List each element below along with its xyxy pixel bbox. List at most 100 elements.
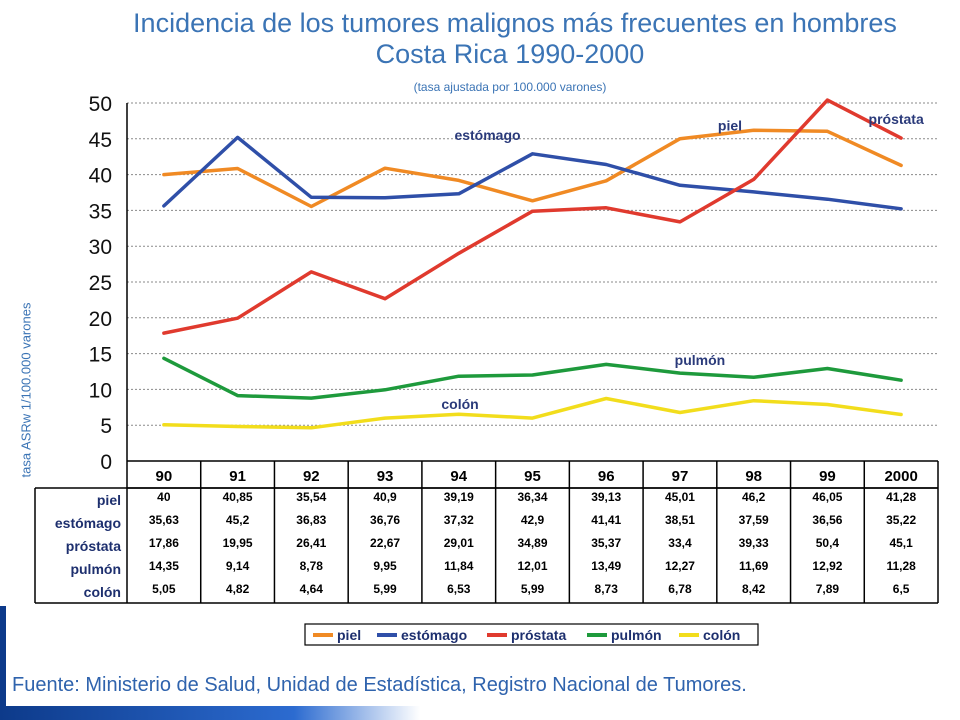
data-label: 12,27 (665, 559, 695, 573)
data-label: 8,73 (595, 582, 619, 596)
table-row-label: estómago (55, 515, 121, 531)
y-tick-label: 45 (89, 129, 112, 152)
y-tick-label: 15 (89, 344, 112, 367)
annotation-estómago: estómago (454, 127, 520, 143)
data-label: 5,99 (521, 582, 545, 596)
chart-series-lines (162, 98, 903, 430)
data-label: 6,5 (893, 582, 910, 596)
chart-subtitle: (tasa ajustada por 100.000 varones) (413, 80, 607, 94)
y-tick-label: 35 (89, 200, 112, 223)
x-tick-label: 90 (156, 468, 173, 485)
data-label: 39,13 (591, 490, 621, 504)
x-tick-label: 92 (303, 468, 320, 485)
chart-title-line2: Costa Rica 1990-2000 (375, 39, 645, 69)
legend-label-próstata: próstata (511, 627, 566, 643)
data-label: 19,95 (223, 536, 253, 550)
data-label: 4,64 (300, 582, 324, 596)
table-row-label: colón (84, 584, 121, 600)
data-label: 40 (157, 490, 171, 504)
table-row-label: próstata (66, 538, 121, 554)
data-label: 36,76 (370, 513, 400, 527)
y-tick-label: 30 (89, 236, 112, 259)
data-table: 90 91 92 93 94 95 96 97 98 99 2000 piel 40 40,85 35,54… (34, 461, 939, 604)
series-line-estómago (162, 135, 903, 211)
series-line-piel (162, 128, 903, 209)
data-label: 8,78 (300, 559, 324, 573)
y-tick-label: 20 (89, 308, 112, 331)
legend-box (304, 623, 759, 646)
data-label: 45,1 (889, 536, 913, 550)
source-note: Fuente: Ministerio de Salud, Unidad de E… (12, 674, 747, 696)
chart-legend: piel estómago próstata pulmón colón (304, 623, 759, 646)
legend-label-piel: piel (337, 627, 361, 643)
y-tick-label: 10 (89, 379, 112, 402)
data-label: 11,69 (739, 559, 769, 573)
data-label: 12,01 (517, 559, 547, 573)
x-tick-label: 98 (745, 468, 762, 485)
data-label: 35,63 (149, 513, 179, 527)
data-label: 6,78 (668, 582, 692, 596)
data-label: 4,82 (226, 582, 250, 596)
data-label: 42,9 (521, 513, 545, 527)
chart-grid (126, 102, 938, 462)
table-row-label: piel (97, 492, 121, 508)
annotation-próstata: próstata (869, 111, 924, 127)
annotation-pulmón: pulmón (675, 352, 726, 368)
data-label: 17,86 (149, 536, 179, 550)
data-label: 50,4 (816, 536, 840, 550)
series-annotations: estómago piel próstata pulmón colón (441, 111, 924, 412)
y-tick-label: 40 (89, 165, 112, 188)
data-label: 29,01 (444, 536, 474, 550)
data-label: 36,34 (517, 490, 547, 504)
data-label: 46,2 (742, 490, 766, 504)
legend-label-pulmón: pulmón (611, 627, 662, 643)
x-tick-label: 99 (819, 468, 836, 485)
data-label: 40,9 (373, 490, 397, 504)
data-label: 5,05 (152, 582, 176, 596)
data-label: 45,01 (665, 490, 695, 504)
data-label: 9,14 (226, 559, 250, 573)
x-tick-label: 94 (450, 468, 467, 485)
decorative-bottom-bar (0, 706, 420, 720)
data-label: 14,35 (149, 559, 179, 573)
x-tick-label: 91 (229, 468, 246, 485)
data-label: 37,32 (444, 513, 474, 527)
data-label: 40,85 (223, 490, 253, 504)
legend-label-estómago: estómago (401, 627, 467, 643)
series-line-colón (162, 396, 903, 430)
chart-title-line1: Incidencia de los tumores malignos más f… (133, 8, 897, 38)
data-label: 5,99 (373, 582, 397, 596)
annotation-piel: piel (718, 118, 742, 134)
x-tick-label: 2000 (884, 468, 917, 485)
x-tick-label: 96 (598, 468, 615, 485)
data-label: 33,4 (668, 536, 692, 550)
data-label: 46,05 (812, 490, 842, 504)
data-label: 6,53 (447, 582, 471, 596)
data-label: 36,56 (812, 513, 842, 527)
data-label: 35,37 (591, 536, 621, 550)
y-tick-label: 0 (100, 451, 112, 474)
data-label: 35,54 (296, 490, 326, 504)
data-label: 37,59 (739, 513, 769, 527)
y-tick-label: 5 (100, 415, 112, 438)
x-tick-label: 97 (672, 468, 689, 485)
data-label: 22,67 (370, 536, 400, 550)
data-label: 34,89 (517, 536, 547, 550)
data-label: 41,41 (591, 513, 621, 527)
y-tick-labels: 0 5 10 15 20 25 30 35 40 45 50 (89, 93, 112, 474)
x-tick-label: 93 (377, 468, 394, 485)
data-label: 13,49 (591, 559, 621, 573)
data-label: 39,33 (739, 536, 769, 550)
decorative-left-bar (0, 606, 6, 720)
data-label: 11,28 (886, 559, 916, 573)
y-tick-label: 25 (89, 272, 112, 295)
data-label: 12,92 (812, 559, 842, 573)
data-label: 45,2 (226, 513, 250, 527)
data-label: 41,28 (886, 490, 916, 504)
x-tick-label: 95 (524, 468, 541, 485)
series-line-pulmón (162, 356, 903, 400)
table-row-label: pulmón (70, 561, 121, 577)
data-label: 8,42 (742, 582, 766, 596)
series-line-próstata (162, 98, 903, 335)
chart-title: Incidencia de los tumores malignos más f… (0, 8, 960, 70)
